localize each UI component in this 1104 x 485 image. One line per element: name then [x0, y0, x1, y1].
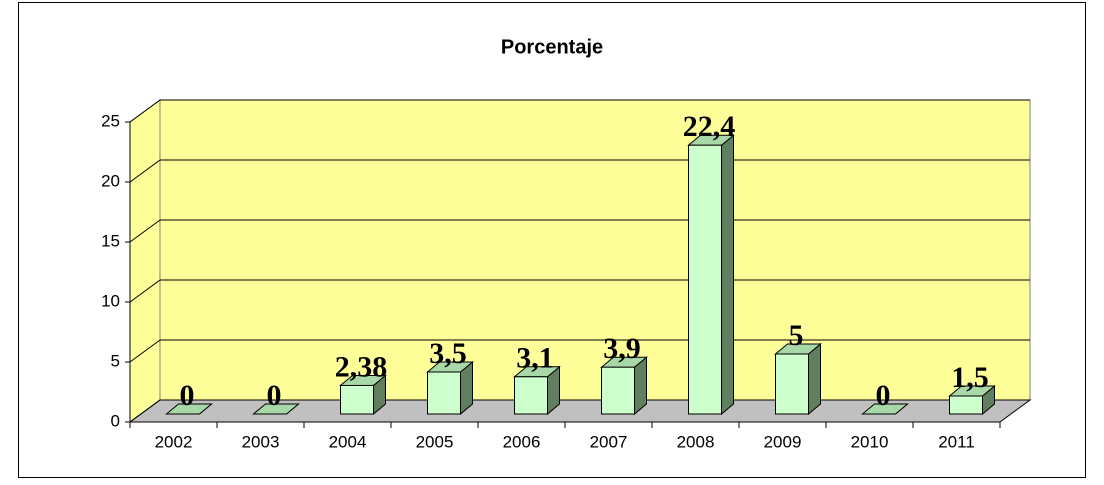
bar-side: [721, 134, 734, 416]
x-tick-label: 2004: [329, 432, 367, 451]
value-label: 0: [876, 379, 891, 412]
bar-top: [165, 403, 213, 415]
bar-side: [808, 342, 821, 416]
value-label: 3,5: [429, 337, 467, 370]
x-tick-label: 2006: [503, 432, 541, 451]
value-label: 0: [180, 379, 195, 412]
x-tick-label: 2007: [590, 432, 628, 451]
bar: [340, 384, 374, 415]
y-tick-label: 15: [101, 231, 120, 250]
x-tick-label: 2005: [416, 432, 454, 451]
y-tick-label: 20: [101, 171, 120, 190]
y-tick-label: 0: [111, 411, 120, 430]
value-label: 1,5: [951, 361, 989, 394]
bar-top: [861, 403, 909, 415]
x-tick-label: 2009: [764, 432, 802, 451]
y-tick-label: 10: [101, 291, 120, 310]
value-label: 0: [267, 379, 282, 412]
bar: [601, 366, 635, 415]
x-tick-label: 2003: [242, 432, 280, 451]
bar-top: [252, 403, 300, 415]
left-wall: [129, 99, 161, 423]
grid-line: [129, 219, 161, 243]
x-tick-label: 2010: [851, 432, 889, 451]
value-label: 3,9: [603, 332, 641, 365]
value-label: 2,38: [335, 350, 388, 383]
bar: [514, 376, 548, 415]
grid-line: [129, 279, 161, 303]
grid-line: [129, 339, 161, 363]
value-label: 3,1: [516, 342, 554, 375]
y-tick-label: 25: [101, 111, 120, 130]
bar: [427, 371, 461, 415]
value-label: 22,4: [683, 110, 736, 143]
bar: [688, 144, 722, 415]
x-tick-label: 2008: [677, 432, 715, 451]
bar: [775, 353, 809, 415]
grid-line: [129, 99, 161, 123]
y-tick-label: 5: [111, 351, 120, 370]
bar: [949, 395, 983, 415]
value-label: 5: [789, 319, 804, 352]
chart-title: Porcentaje: [501, 36, 603, 58]
x-tick-label: 2011: [938, 432, 975, 451]
x-tick-label: 2002: [155, 432, 193, 451]
grid-line: [129, 399, 161, 423]
grid-line: [129, 159, 161, 183]
back-wall: [159, 99, 1031, 401]
